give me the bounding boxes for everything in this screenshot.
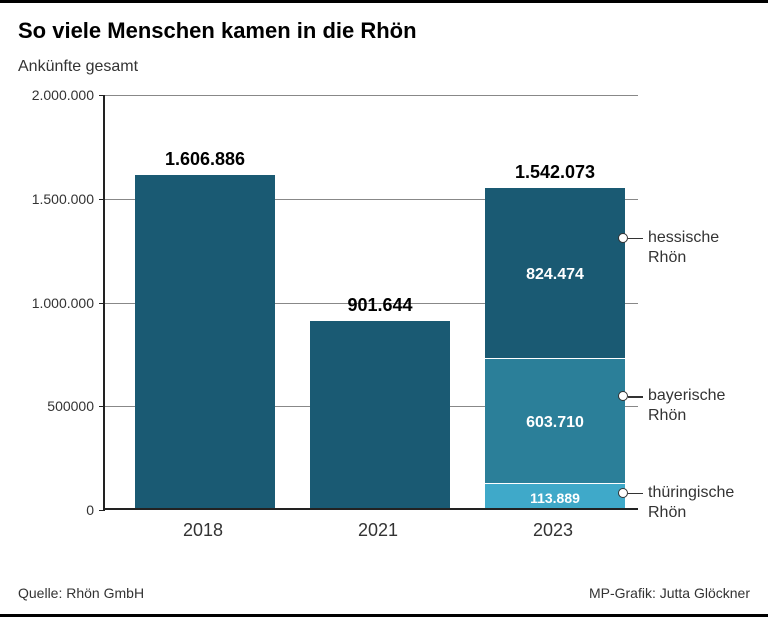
- chart-title: So viele Menschen kamen in die Rhön: [18, 18, 417, 44]
- legend-leader-line: [628, 493, 643, 495]
- bar-total-label: 1.606.886: [125, 149, 285, 170]
- source-text: Quelle: Rhön GmbH: [18, 585, 144, 601]
- segment-divider: [485, 358, 625, 360]
- y-axis-label: 2.000.000: [32, 87, 94, 103]
- y-axis-label: 500000: [47, 398, 94, 414]
- segment-value-label: 603.710: [485, 414, 625, 432]
- y-axis-label: 0: [86, 502, 94, 518]
- bar-solid: [135, 175, 275, 508]
- credit-text: MP-Grafik: Jutta Glöckner: [589, 585, 750, 601]
- bar-solid: [310, 321, 450, 508]
- y-tick: [99, 406, 105, 407]
- y-axis-label: 1.000.000: [32, 295, 94, 311]
- y-tick: [99, 510, 105, 511]
- legend-label: thüringischeRhön: [648, 483, 734, 523]
- bar-total-label: 1.542.073: [475, 162, 635, 183]
- legend-marker-icon: [618, 233, 628, 243]
- legend-label: bayerischeRhön: [648, 386, 725, 426]
- legend-label: hessischeRhön: [648, 228, 719, 268]
- chart-area: 1.606.886 901.644 113.889 603.710 824.474 1.5…: [18, 95, 638, 540]
- x-axis-label: 2018: [143, 520, 263, 541]
- x-axis-label: 2021: [318, 520, 438, 541]
- top-border: [0, 0, 768, 3]
- segment-value-label: 113.889: [485, 490, 625, 506]
- segment-value-label: 824.474: [485, 266, 625, 284]
- legend-leader-line: [628, 396, 643, 398]
- y-tick: [99, 95, 105, 96]
- legend-marker-icon: [618, 488, 628, 498]
- y-tick: [99, 199, 105, 200]
- gridline: [105, 95, 638, 96]
- plot-area: 1.606.886 901.644 113.889 603.710 824.474 1.5…: [103, 95, 638, 510]
- x-axis-label: 2023: [493, 520, 613, 541]
- legend-leader-line: [628, 238, 643, 240]
- y-tick: [99, 303, 105, 304]
- bar-total-label: 901.644: [300, 295, 460, 316]
- chart-subtitle: Ankünfte gesamt: [18, 58, 138, 76]
- segment-divider: [485, 483, 625, 485]
- y-axis-label: 1.500.000: [32, 191, 94, 207]
